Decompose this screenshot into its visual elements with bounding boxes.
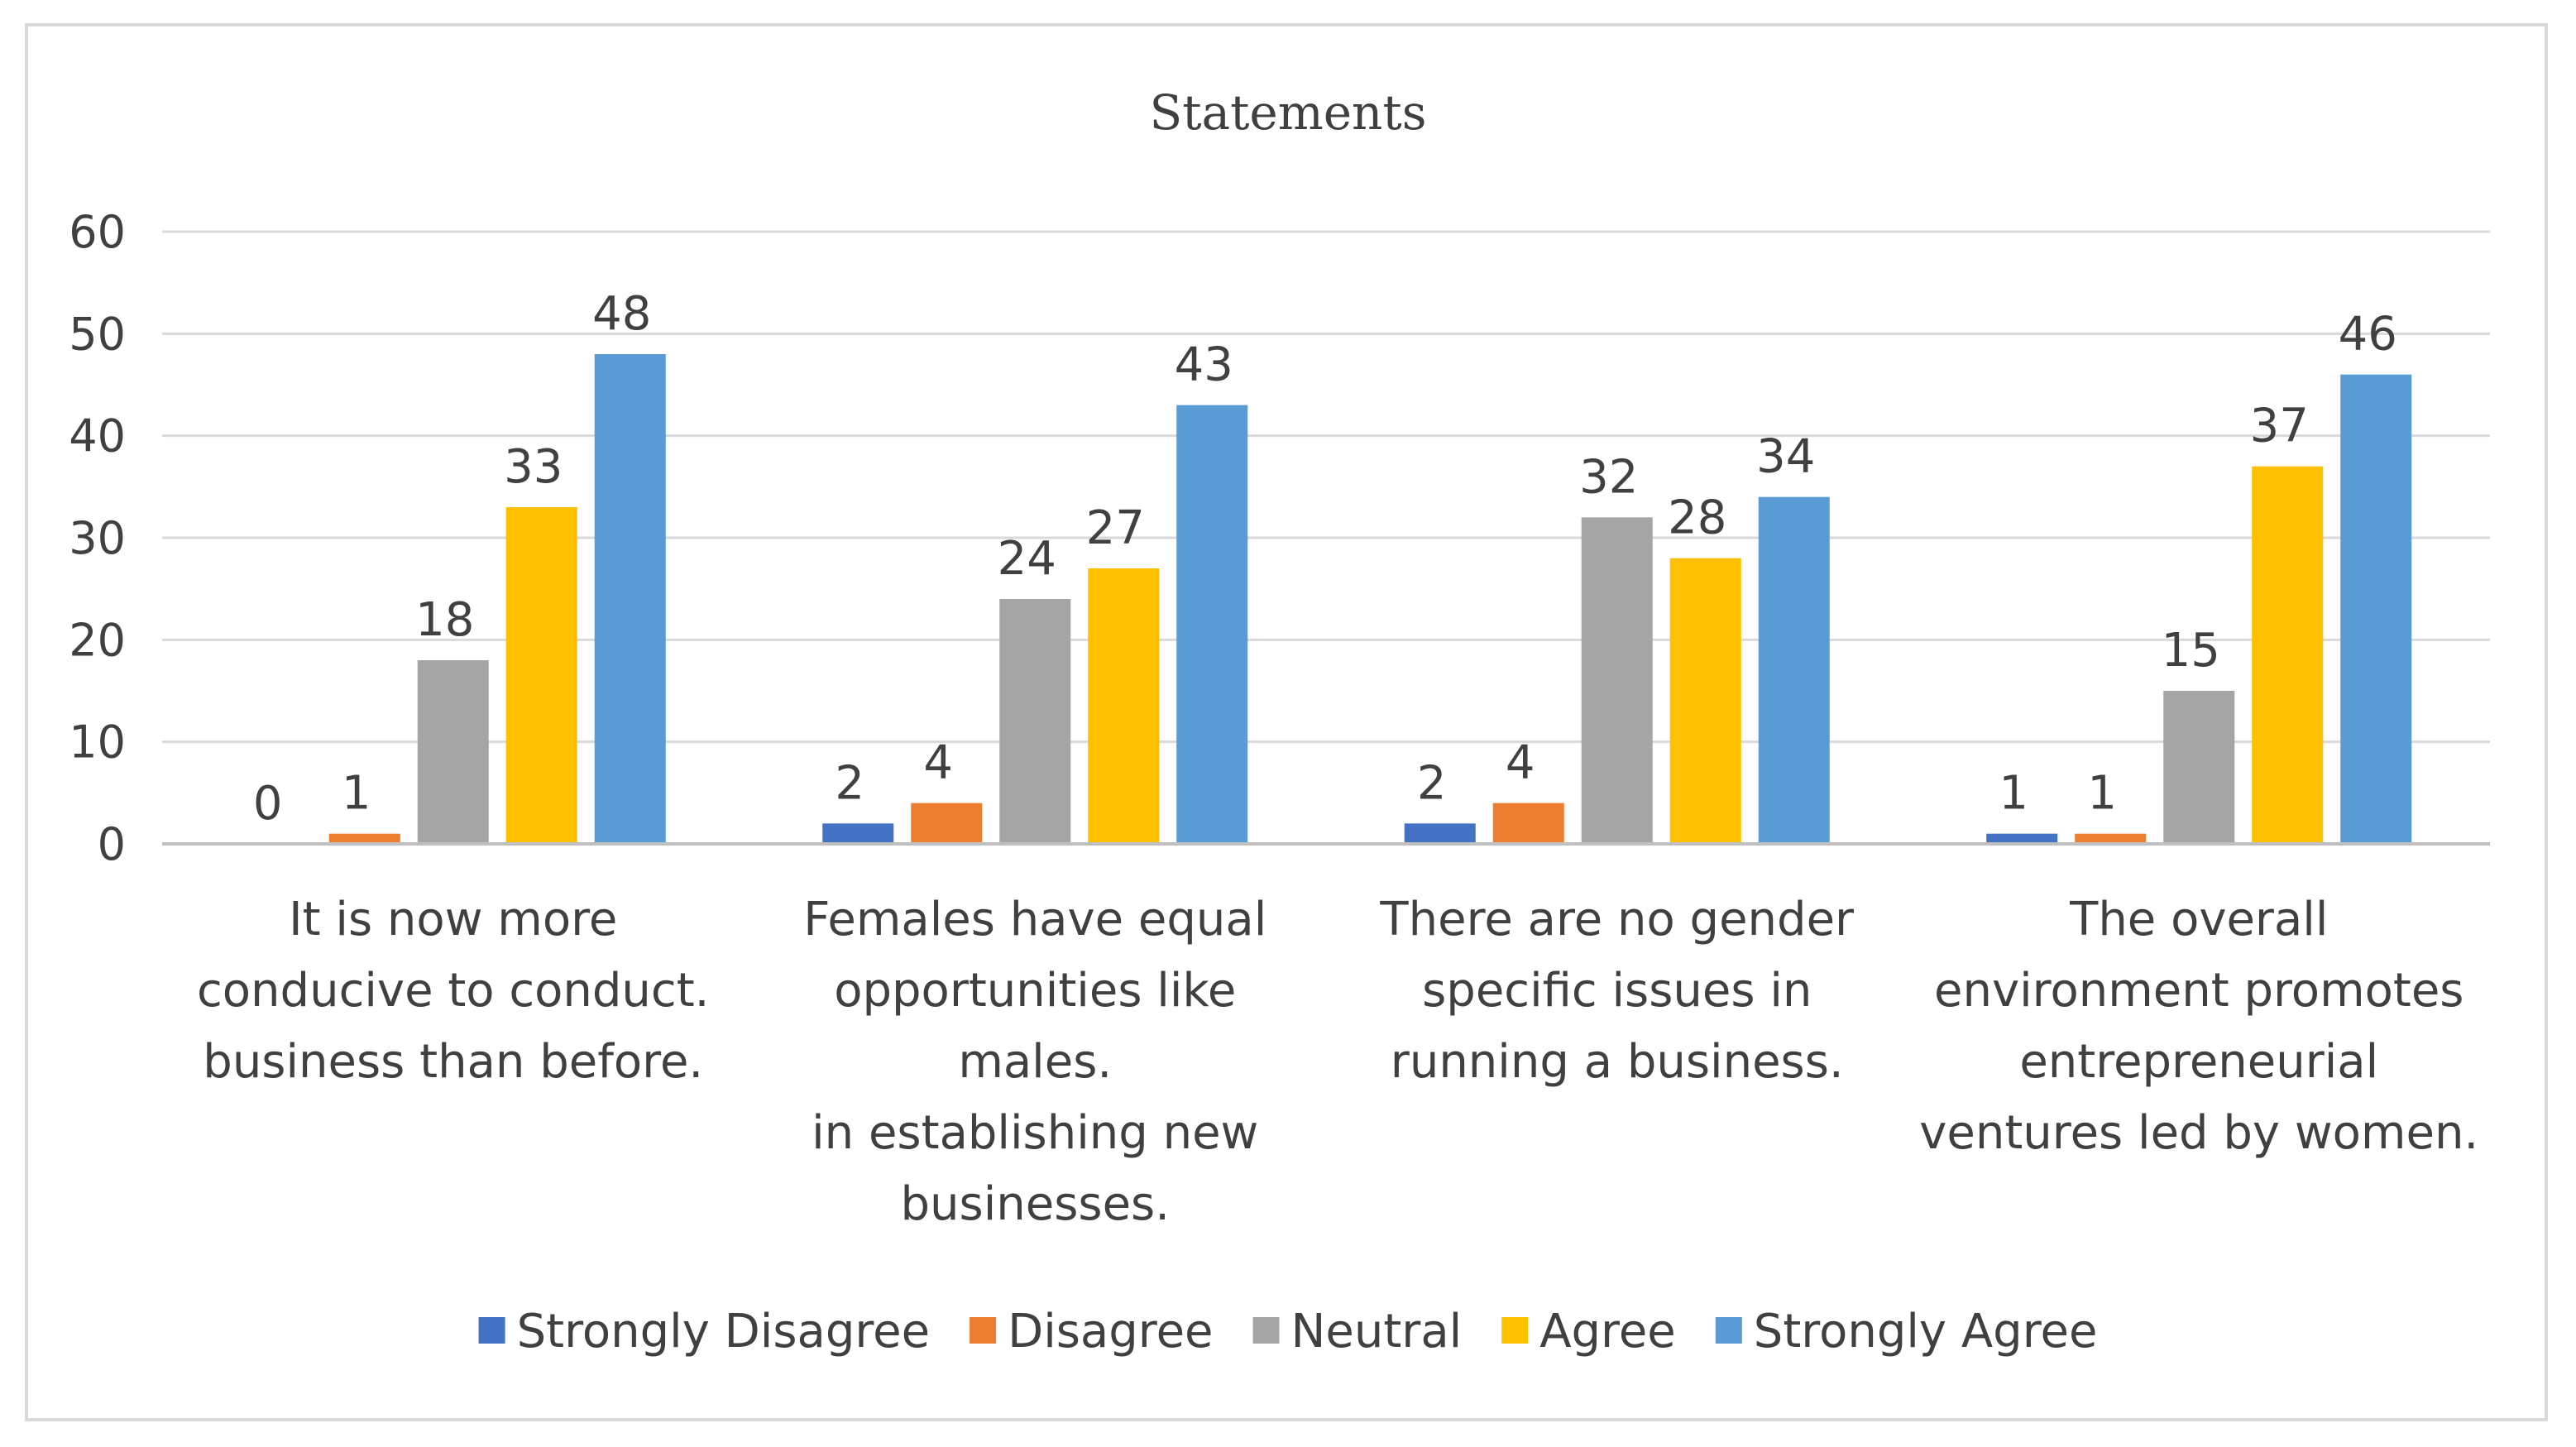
y-axis-ticks: 0 10 20 30 40 50 60 <box>69 206 126 870</box>
bar <box>1581 517 1653 844</box>
data-label: 4 <box>923 736 953 790</box>
legend: Strongly Disagree Disagree Neutral Agree Str… <box>478 1305 2098 1358</box>
data-label: 4 <box>1506 736 1535 790</box>
data-label: 34 <box>1756 430 1815 484</box>
legend-swatch <box>1501 1317 1529 1344</box>
bar <box>999 599 1071 844</box>
category-label-line: running a business. <box>1391 1035 1844 1089</box>
legend-item: Strongly Agree <box>1715 1305 2098 1358</box>
legend-item: Strongly Disagree <box>478 1305 931 1358</box>
bar <box>2340 374 2412 845</box>
legend-swatch <box>478 1317 505 1344</box>
legend-label: Agree <box>1539 1305 1676 1358</box>
bar <box>594 354 666 844</box>
data-label: 1 <box>342 767 371 821</box>
data-label: 1 <box>1999 767 2028 821</box>
y-tick-label: 60 <box>69 206 126 258</box>
legend-swatch <box>970 1317 997 1344</box>
data-label: 46 <box>2339 308 2397 362</box>
data-label: 1 <box>2087 767 2117 821</box>
data-label: 33 <box>504 440 563 494</box>
legend-swatch <box>1715 1317 1742 1344</box>
legend-label: Disagree <box>1008 1305 1213 1358</box>
bar <box>1176 405 1248 845</box>
data-label: 18 <box>415 593 474 647</box>
legend-label: Neutral <box>1291 1305 1463 1358</box>
y-tick-label: 50 <box>69 308 126 360</box>
legend-item: Neutral <box>1252 1305 1463 1358</box>
y-tick-label: 30 <box>69 512 126 564</box>
data-label: 32 <box>1579 450 1638 504</box>
bar <box>1088 568 1160 844</box>
legend-item: Disagree <box>970 1305 1214 1358</box>
bar <box>911 803 983 844</box>
data-label: 43 <box>1175 338 1233 392</box>
data-label: 28 <box>1668 491 1726 545</box>
bar <box>505 507 577 844</box>
y-tick-label: 20 <box>69 614 126 666</box>
category-label-line: specific issues in <box>1422 964 1812 1018</box>
category-label: Females have equal opportunities like male… <box>803 893 1266 1231</box>
legend-item: Agree <box>1501 1305 1676 1358</box>
category-label-line: ventures led by women. <box>1919 1106 2478 1160</box>
data-label: 24 <box>998 532 1056 586</box>
chart-title: Statements <box>1149 84 1426 141</box>
data-label: 0 <box>253 777 283 831</box>
category-label-line: entrepreneurial <box>2019 1035 2378 1089</box>
data-label: 2 <box>1417 756 1447 810</box>
y-tick-label: 10 <box>69 716 126 769</box>
bar <box>1492 803 1564 844</box>
data-label: 2 <box>835 756 864 810</box>
data-label: 48 <box>592 287 651 341</box>
category-label-line: It is now more <box>289 893 617 946</box>
bar <box>822 823 894 844</box>
category-label-line: conducive to conduct. <box>197 964 709 1018</box>
y-tick-label: 40 <box>69 410 126 462</box>
category-label-line: Females have equal <box>803 893 1266 946</box>
bar <box>417 660 489 844</box>
data-label: 15 <box>2162 624 2220 678</box>
bar <box>1986 833 2058 844</box>
category-labels: It is now more conducive to conduct. busin… <box>197 893 2478 1231</box>
legend-label: Strongly Agree <box>1754 1305 2098 1358</box>
category-label-line: in establishing new <box>812 1106 1258 1160</box>
legend-swatch <box>1252 1317 1280 1344</box>
category-label-line: The overall <box>2069 893 2328 946</box>
category-label: It is now more conducive to conduct. busin… <box>197 893 709 1089</box>
data-label: 37 <box>2250 400 2309 453</box>
legend-label: Strongly Disagree <box>517 1305 931 1358</box>
y-tick-label: 0 <box>98 818 126 870</box>
category-label-line: business than before. <box>203 1035 703 1089</box>
data-label: 27 <box>1086 501 1145 555</box>
bars <box>328 354 2412 845</box>
bar <box>2075 833 2147 844</box>
category-label: The overall environment promotes entrepren… <box>1919 893 2478 1160</box>
category-label: There are no gender specific issues in run… <box>1379 893 1855 1089</box>
bar <box>1758 496 1830 844</box>
category-label-line: businesses. <box>901 1177 1171 1231</box>
category-label-line: There are no gender <box>1379 893 1855 946</box>
category-label-line: males. <box>958 1035 1112 1089</box>
bar <box>328 833 400 844</box>
bar <box>2163 691 2235 844</box>
category-label-line: environment promotes <box>1934 964 2463 1018</box>
bar <box>1404 823 1476 844</box>
bar <box>1669 558 1741 844</box>
bar <box>2252 466 2324 844</box>
category-label-line: opportunities like <box>834 964 1236 1018</box>
